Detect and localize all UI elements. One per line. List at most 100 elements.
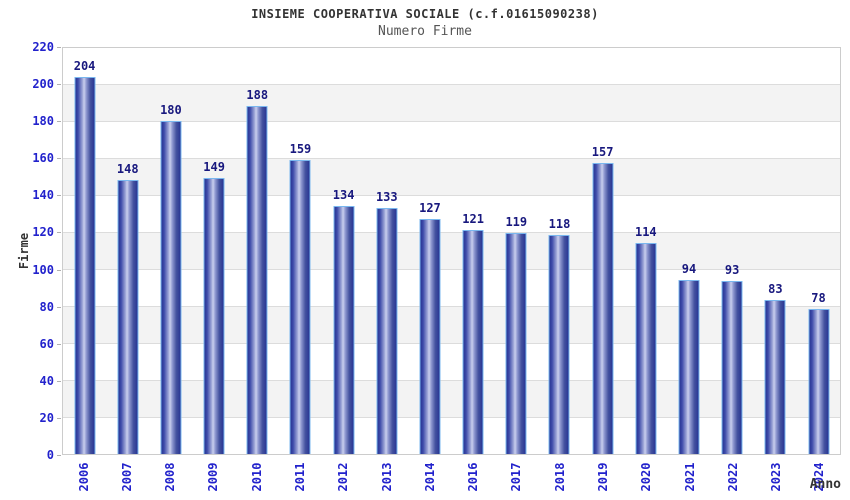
- bar-2020: [635, 242, 657, 454]
- x-slot: 2016: [452, 456, 495, 498]
- bar-2007: [117, 179, 139, 454]
- plot-area: 204 148 180 149 188 159 134 133 127 121 119 118 157 1…: [62, 47, 841, 455]
- y-tick-label: 60: [39, 336, 54, 351]
- bar-value-label: 127: [419, 200, 441, 215]
- y-tick-mark: [57, 269, 61, 271]
- x-tick-label: 2009: [206, 462, 221, 492]
- bar-value-label: 157: [591, 145, 614, 160]
- bar-value-label: 134: [332, 187, 355, 202]
- x-slot: 2008: [149, 456, 192, 498]
- bar-slot: 83: [754, 48, 797, 454]
- bar-slot: 121: [452, 48, 495, 454]
- bar-slot: 127: [408, 48, 451, 454]
- plot-band: [63, 344, 840, 381]
- x-tick-label: 2007: [119, 462, 134, 492]
- y-tick-label: 0: [46, 448, 54, 462]
- bar-2019: [592, 163, 614, 454]
- bar-value-label: 78: [811, 291, 826, 306]
- y-tick-mark: [57, 306, 61, 308]
- x-axis-title: Anno: [809, 477, 841, 492]
- x-tick-label: 2023: [769, 462, 784, 492]
- x-tick-label: 2019: [596, 462, 611, 492]
- x-tick-label: 2016: [466, 462, 481, 492]
- chart-subtitle: Numero Firme: [378, 24, 472, 39]
- bar-value-label: 119: [505, 215, 528, 230]
- x-tick-label: 2017: [509, 462, 524, 492]
- bar-2021: [678, 279, 700, 454]
- bar-value-label: 94: [681, 261, 697, 276]
- bar-slot: 149: [193, 48, 236, 454]
- bar-slot: 118: [538, 48, 581, 454]
- x-slot: 2022: [711, 456, 754, 498]
- plot-band: [63, 270, 840, 307]
- bar-slot: 134: [322, 48, 365, 454]
- x-slot: 2023: [755, 456, 798, 498]
- plot-band: [63, 418, 840, 454]
- bars-layer: 204 148 180 149 188 159 134 133 127 121 119 118 157 1…: [63, 48, 840, 454]
- plot-band: [63, 85, 840, 122]
- bar-2017: [505, 233, 527, 454]
- y-tick-label: 100: [32, 262, 54, 277]
- y-tick-label: 20: [39, 410, 54, 425]
- bar-2008: [160, 120, 182, 454]
- x-tick-label: 2021: [682, 462, 697, 492]
- y-tick-mark: [57, 380, 61, 382]
- y-tick-label: 220: [32, 40, 54, 54]
- y-tick-label: 80: [39, 299, 54, 314]
- chart-title: INSIEME COOPERATIVA SOCIALE (c.f.0161509…: [251, 7, 599, 21]
- plot-bands: [63, 48, 840, 454]
- x-slot: 2010: [235, 456, 278, 498]
- x-tick-label: 2013: [379, 462, 394, 492]
- x-slot: 2013: [365, 456, 408, 498]
- y-tick-mark: [57, 84, 61, 86]
- y-tick-label: 40: [39, 373, 54, 388]
- y-tick-label: 120: [32, 225, 54, 240]
- y-tick-mark: [57, 232, 61, 234]
- x-slot: 2012: [322, 456, 365, 498]
- bar-2012: [333, 205, 355, 454]
- x-slot: 2007: [105, 456, 148, 498]
- bar-value-label: 114: [634, 224, 657, 239]
- bar-slot: 93: [711, 48, 754, 454]
- plot-band: [63, 196, 840, 233]
- bar-slot: 114: [624, 48, 667, 454]
- bar-slot: 78: [797, 48, 840, 454]
- bar-value-label: 93: [724, 263, 740, 278]
- bar-slot: 148: [106, 48, 149, 454]
- bar-slot: 94: [667, 48, 710, 454]
- bar-value-label: 133: [375, 189, 398, 204]
- bar-2010: [246, 106, 268, 454]
- bar-2009: [203, 178, 225, 454]
- y-tick-mark: [57, 343, 61, 345]
- x-slot: 2011: [278, 456, 321, 498]
- x-tick-label: 2020: [639, 462, 654, 492]
- plot-band: [63, 122, 840, 159]
- x-slot: 2018: [538, 456, 581, 498]
- x-slot: 2020: [625, 456, 668, 498]
- y-tick-mark: [57, 455, 61, 456]
- x-slot: 2019: [581, 456, 624, 498]
- bar-2024: [808, 309, 829, 454]
- bar-slot: 159: [279, 48, 322, 454]
- bar-slot: 157: [581, 48, 624, 454]
- x-tick-label: 2022: [725, 462, 740, 492]
- y-tick-mark: [57, 121, 61, 123]
- bar-value-label: 204: [73, 58, 96, 73]
- plot-band: [63, 48, 840, 85]
- y-tick-mark: [57, 195, 61, 197]
- x-tick-label: 2011: [293, 462, 308, 492]
- bar-slot: 133: [365, 48, 408, 454]
- bar-2011: [289, 159, 311, 454]
- bar-slot: 204: [63, 48, 106, 454]
- bar-2006: [74, 76, 96, 454]
- plot-band: [63, 159, 840, 196]
- x-tick-label: 2008: [163, 462, 178, 492]
- bar-value-label: 180: [160, 102, 182, 117]
- bar-value-label: 149: [203, 160, 225, 175]
- bar-slot: 119: [495, 48, 538, 454]
- bar-value-label: 159: [289, 141, 312, 156]
- bar-2023: [764, 299, 786, 454]
- bar-2018: [548, 235, 570, 454]
- bar-2013: [376, 207, 398, 454]
